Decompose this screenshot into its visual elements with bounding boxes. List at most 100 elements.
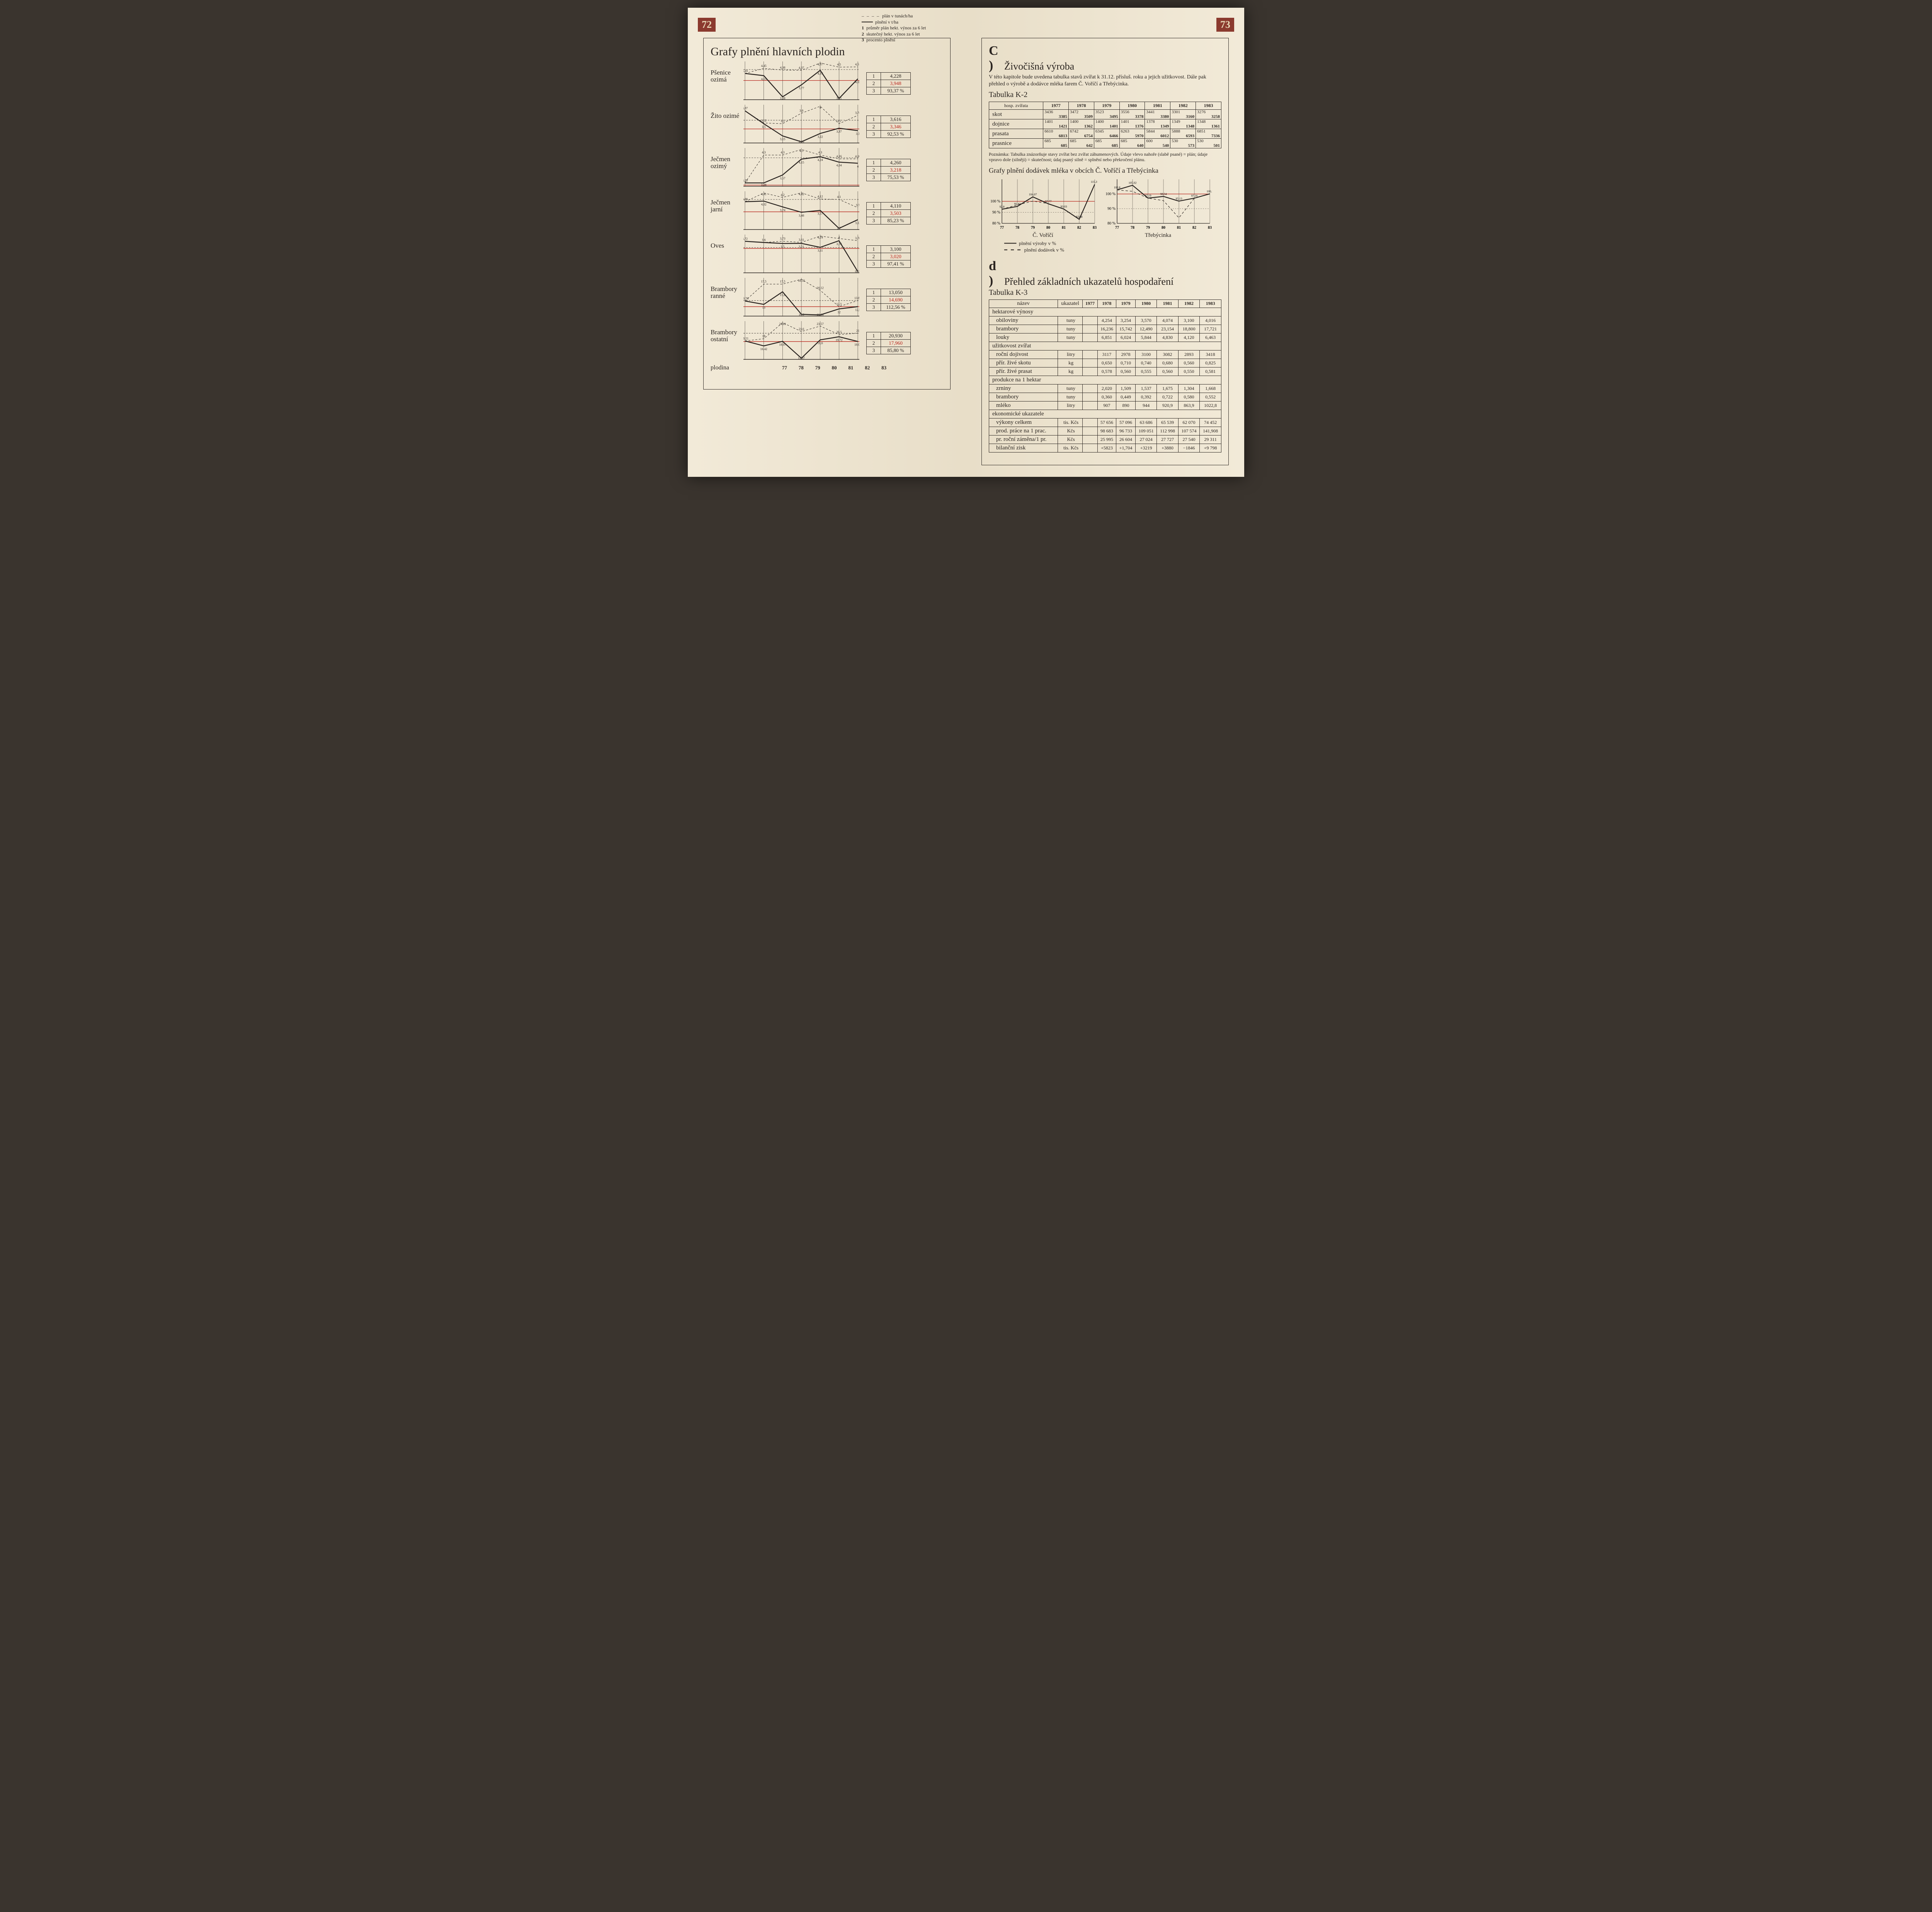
crop-summary-box: 14,260 23,218 375,53 % xyxy=(866,159,911,181)
svg-text:4: 4 xyxy=(820,106,821,109)
svg-text:104,07: 104,07 xyxy=(1029,192,1037,196)
left-title: Grafy plnění hlavních plodin xyxy=(711,45,943,58)
svg-text:93,03: 93,03 xyxy=(1061,205,1067,208)
svg-text:3,77: 3,77 xyxy=(799,87,804,90)
svg-text:18,55: 18,55 xyxy=(798,279,805,282)
crop-chart: 3,723,63,733,614,2443,783,53,513,113,780… xyxy=(743,235,859,273)
svg-text:2,7: 2,7 xyxy=(837,226,841,230)
svg-text:77: 77 xyxy=(1000,226,1004,230)
crop-row: Brambory ranné 13,7617,517,518,5516,1212… xyxy=(711,278,943,316)
page-left: 72 Grafy plnění hlavních plodin – – – – … xyxy=(688,8,966,477)
svg-text:18,07: 18,07 xyxy=(779,343,786,346)
svg-text:4,12: 4,12 xyxy=(818,195,823,198)
crop-row: Ječmen jarní 3,994,414,24,424,124,13,74,… xyxy=(711,191,943,230)
section-c-intro: V této kapitole bude uvedena tabulka sta… xyxy=(989,74,1221,87)
svg-text:102,8: 102,8 xyxy=(1114,185,1121,189)
crop-row: Oves 3,723,63,733,614,2443,783,53,513,11… xyxy=(711,235,943,273)
chart-legend: – – – – plán v tunách/ha ━━━━ plnění v t… xyxy=(862,13,958,43)
table-k3: názevukazatel197719781979198019811982198… xyxy=(989,299,1221,452)
svg-text:4,15: 4,15 xyxy=(761,77,767,81)
svg-text:98,34: 98,34 xyxy=(1160,192,1167,196)
svg-text:78: 78 xyxy=(1015,226,1019,230)
svg-text:4,24: 4,24 xyxy=(818,158,823,162)
svg-text:4,51: 4,51 xyxy=(855,63,859,66)
svg-text:3,7: 3,7 xyxy=(856,204,859,207)
svg-text:3,6: 3,6 xyxy=(762,238,766,242)
svg-text:3,8: 3,8 xyxy=(799,109,803,112)
svg-text:4,42: 4,42 xyxy=(799,192,804,196)
svg-text:3,48: 3,48 xyxy=(799,214,804,217)
crop-summary-box: 113,050 214,690 3112,56 % xyxy=(866,289,911,311)
svg-text:18,21: 18,21 xyxy=(743,337,748,340)
svg-text:16,42: 16,42 xyxy=(760,347,767,351)
crop-summary-box: 13,616 23,346 392,53 % xyxy=(866,116,911,138)
svg-text:100 %: 100 % xyxy=(990,199,1000,204)
crop-charts: Pšenice ozimá 4,244,454,384,374,674,54,5… xyxy=(711,61,943,360)
svg-text:3,28: 3,28 xyxy=(780,97,785,100)
svg-text:82: 82 xyxy=(1077,226,1081,230)
crop-row: Pšenice ozimá 4,244,454,384,374,674,54,5… xyxy=(711,61,943,100)
crop-label: Ječmen jarní xyxy=(711,191,743,213)
svg-text:3,5: 3,5 xyxy=(781,119,784,123)
svg-text:80: 80 xyxy=(1046,226,1050,230)
table-k2: hosp. zvířata197719781979198019811982198… xyxy=(989,102,1221,148)
svg-text:80 %: 80 % xyxy=(992,221,1000,226)
crop-summary-box: 13,100 23,020 397,41 % xyxy=(866,245,911,268)
svg-text:79: 79 xyxy=(1031,226,1035,230)
svg-text:24,81: 24,81 xyxy=(779,322,786,326)
svg-text:13,76: 13,76 xyxy=(743,297,748,300)
svg-text:3,3: 3,3 xyxy=(856,132,859,136)
svg-text:3,37: 3,37 xyxy=(836,130,842,133)
svg-text:83: 83 xyxy=(1093,226,1097,230)
svg-text:3,57: 3,57 xyxy=(780,177,785,180)
svg-text:4,3: 4,3 xyxy=(818,151,822,154)
svg-text:95,13: 95,13 xyxy=(1176,197,1182,200)
svg-text:80 %: 80 % xyxy=(1107,221,1116,226)
svg-text:4,16: 4,16 xyxy=(855,155,859,158)
svg-text:4,1: 4,1 xyxy=(837,195,841,199)
svg-text:10,66: 10,66 xyxy=(817,313,824,316)
crop-label: Brambory ranné xyxy=(711,278,743,299)
svg-text:4,16: 4,16 xyxy=(836,155,842,158)
svg-text:13,85: 13,85 xyxy=(854,296,859,300)
svg-text:21,6: 21,6 xyxy=(799,327,804,331)
crop-row: Žito ozimé 3,873,523,53,843,53,743,53,15… xyxy=(711,105,943,143)
svg-text:4,5: 4,5 xyxy=(837,63,841,66)
page-number-right: 73 xyxy=(1216,18,1234,32)
svg-text:2,98: 2,98 xyxy=(799,140,804,143)
svg-text:13: 13 xyxy=(762,306,765,310)
svg-text:20,5: 20,5 xyxy=(836,330,842,334)
svg-text:0,67: 0,67 xyxy=(855,270,859,273)
svg-text:3,28: 3,28 xyxy=(761,183,767,187)
svg-text:97,19: 97,19 xyxy=(1145,194,1151,197)
svg-text:79: 79 xyxy=(1146,226,1150,230)
svg-text:3,73: 3,73 xyxy=(780,237,785,240)
svg-text:97,16: 97,16 xyxy=(1191,194,1198,197)
crop-chart: 3,284,34,34,54,34,164,163,283,574,154,24… xyxy=(743,148,859,187)
svg-text:4,2: 4,2 xyxy=(781,193,784,197)
svg-text:3,78: 3,78 xyxy=(855,236,859,240)
svg-text:18,6: 18,6 xyxy=(818,341,823,345)
svg-text:4,38: 4,38 xyxy=(780,66,785,69)
crop-label: Ječmen ozimý xyxy=(711,148,743,170)
svg-text:10,8: 10,8 xyxy=(799,313,804,316)
crop-summary-box: 14,228 23,948 393,37 % xyxy=(866,72,911,95)
svg-text:23,57: 23,57 xyxy=(817,322,824,326)
page-number-left: 72 xyxy=(698,18,716,32)
crop-label: Pšenice ozimá xyxy=(711,61,743,83)
crop-summary-box: 120,930 217,960 385,80 % xyxy=(866,332,911,354)
book-spread: 72 Grafy plnění hlavních plodin – – – – … xyxy=(688,8,1244,477)
crop-chart: 13,7617,517,518,5516,1212,513,851315,810… xyxy=(743,278,859,316)
crop-label: Brambory ostatní xyxy=(711,321,743,343)
svg-text:92,8: 92,8 xyxy=(999,205,1004,208)
svg-text:19: 19 xyxy=(762,335,765,338)
svg-text:3,28: 3,28 xyxy=(743,179,748,182)
svg-text:18,02: 18,02 xyxy=(854,343,859,347)
svg-text:4: 4 xyxy=(857,165,859,168)
svg-text:95,42: 95,42 xyxy=(1014,202,1021,206)
svg-text:4,24: 4,24 xyxy=(818,236,823,239)
crop-row: Ječmen ozimý 3,284,34,34,54,34,164,163,2… xyxy=(711,148,943,187)
svg-text:19,72: 19,72 xyxy=(835,338,842,342)
milk-legend: ━━━━ plnění výroby v % ━ ━ ━ plnění dodá… xyxy=(1004,240,1221,253)
svg-text:4,5: 4,5 xyxy=(799,149,803,153)
